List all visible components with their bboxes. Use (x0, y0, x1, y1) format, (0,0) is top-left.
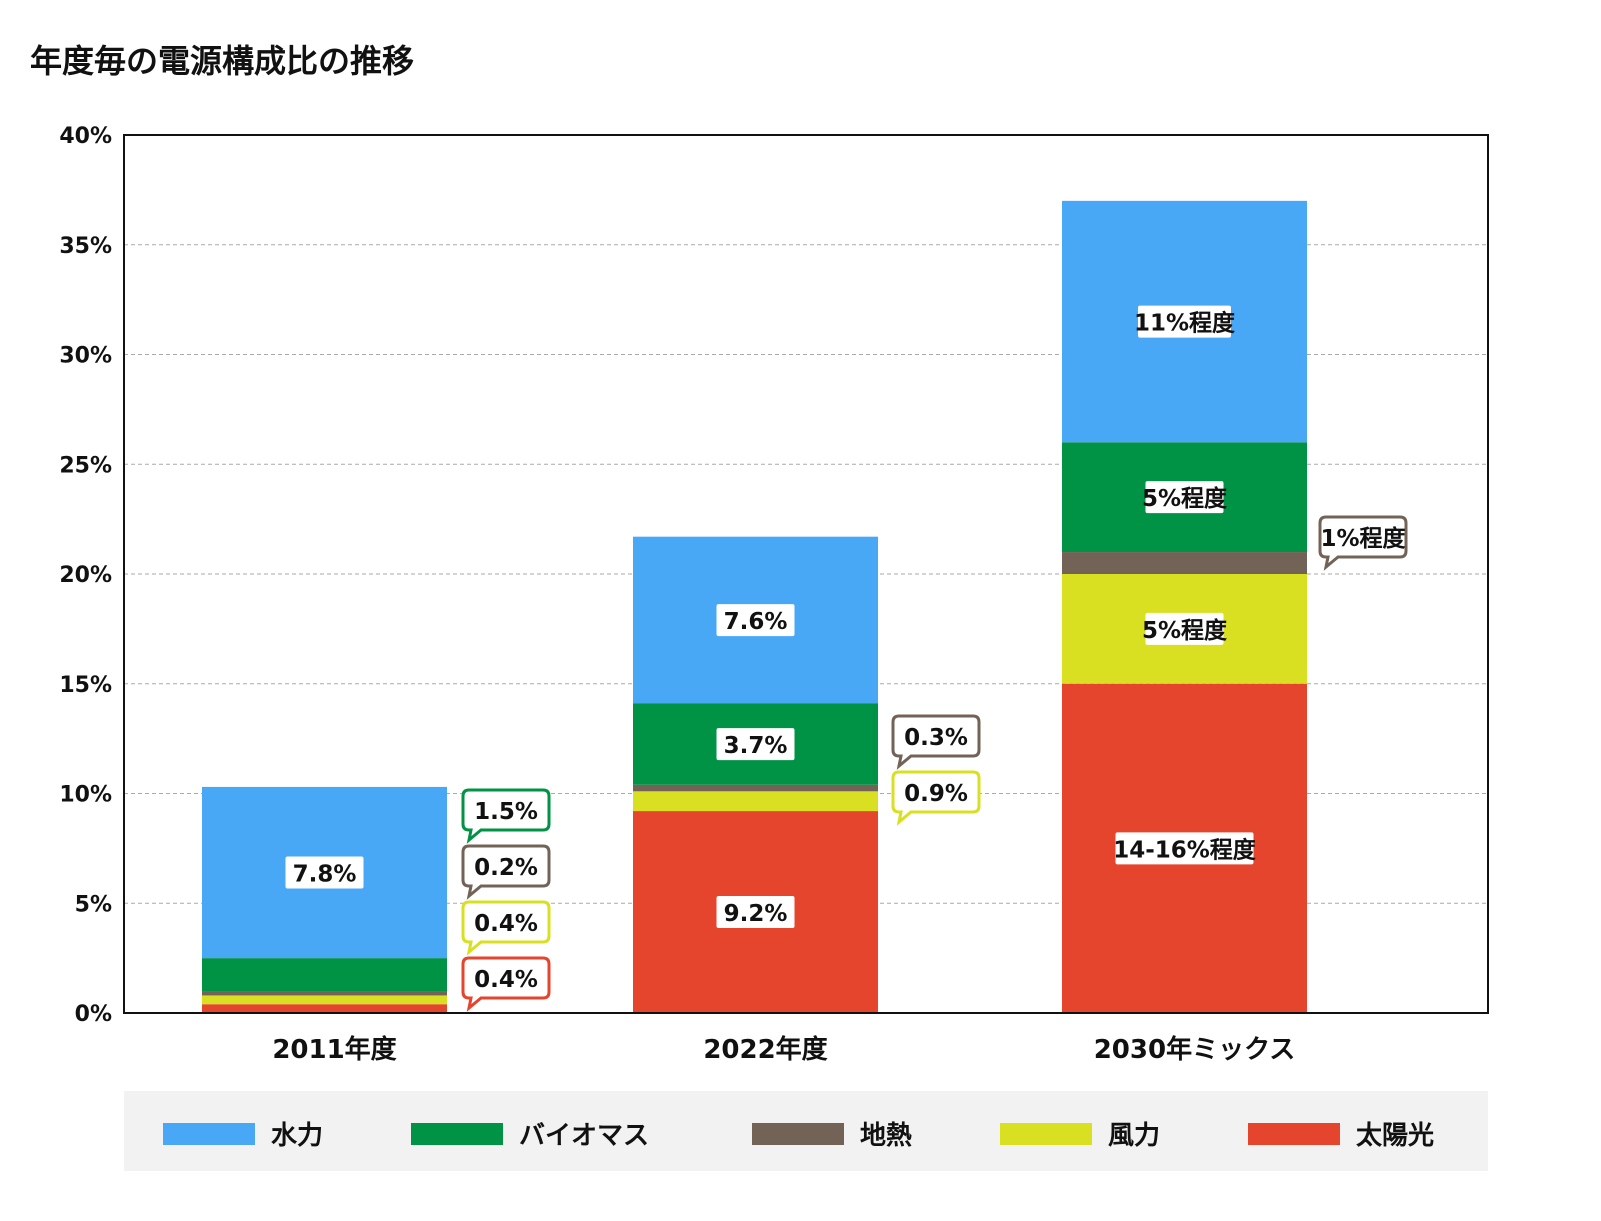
legend-swatch (411, 1123, 503, 1145)
data-label: 0.4% (474, 911, 538, 937)
y-tick-label: 5% (75, 892, 112, 917)
bar-segment (202, 991, 447, 996)
legend-label: バイオマス (519, 1121, 649, 1151)
data-label: 7.6% (724, 609, 788, 635)
bar-segment (633, 784, 878, 792)
data-label: 7.8% (293, 862, 357, 888)
y-tick-label: 35% (59, 234, 112, 259)
legend-item: 水力 (163, 1121, 323, 1151)
plot-frame (123, 134, 1489, 1014)
x-tick-label: 2011年度 (272, 1034, 396, 1065)
bar-label: 7.8% (285, 856, 364, 889)
data-label: 0.4% (474, 967, 538, 993)
callout: 0.2% (461, 844, 551, 900)
bar-label: 14-16%程度 (1113, 832, 1257, 865)
callout: 0.4% (461, 900, 551, 956)
bar-label: 3.7% (716, 728, 795, 761)
bar-segment (202, 1004, 447, 1013)
data-label: 5%程度 (1142, 485, 1228, 512)
legend-item: 地熱 (752, 1121, 912, 1151)
legend-swatch (1000, 1123, 1092, 1145)
bar-segment (1062, 552, 1307, 574)
callout: 0.9% (891, 770, 981, 826)
legend-item: 太陽光 (1248, 1121, 1434, 1151)
x-tick-label: 2030年ミックス (1094, 1034, 1296, 1065)
y-tick-label: 20% (59, 563, 112, 588)
data-label: 1%程度 (1320, 525, 1406, 552)
legend-item: 風力 (1000, 1121, 1160, 1151)
y-tick-label: 30% (59, 344, 112, 369)
legend-label: 地熱 (860, 1121, 912, 1151)
data-label: 11%程度 (1134, 310, 1236, 337)
bar-label: 7.6% (716, 604, 795, 637)
legend-label: 太陽光 (1356, 1121, 1434, 1151)
callout: 1.5% (461, 788, 551, 844)
y-tick-label: 25% (59, 453, 112, 478)
bar-segment (202, 958, 447, 992)
x-tick-label: 2022年度 (703, 1034, 827, 1065)
callout: 0.4% (461, 956, 551, 1012)
y-tick-label: 15% (59, 673, 112, 698)
y-tick-label: 10% (59, 783, 112, 808)
legend-label: 風力 (1108, 1121, 1160, 1151)
bar-label: 5%程度 (1142, 481, 1228, 514)
legend-item: バイオマス (411, 1121, 649, 1151)
bar-label: 11%程度 (1134, 305, 1236, 338)
y-tick-label: 40% (59, 124, 112, 149)
legend-swatch (163, 1123, 255, 1145)
legend-label: 水力 (271, 1121, 323, 1151)
bar-label: 9.2% (716, 896, 795, 929)
data-label: 9.2% (724, 901, 788, 927)
data-label: 14-16%程度 (1113, 836, 1257, 863)
y-tick-label: 0% (75, 1002, 112, 1027)
data-label: 0.9% (904, 781, 968, 807)
chart-title: 年度毎の電源構成比の推移 (30, 42, 414, 80)
bar-segment (202, 995, 447, 1005)
data-label: 0.3% (904, 725, 968, 751)
bar-segment (633, 791, 878, 812)
data-label: 1.5% (474, 799, 538, 825)
data-label: 3.7% (724, 733, 788, 759)
data-label: 0.2% (474, 855, 538, 881)
legend-swatch (1248, 1123, 1340, 1145)
callout: 1%程度 (1318, 515, 1408, 571)
data-label: 5%程度 (1142, 617, 1228, 644)
bar-label: 5%程度 (1142, 612, 1228, 645)
callout: 0.3% (891, 714, 981, 770)
legend-swatch (752, 1123, 844, 1145)
